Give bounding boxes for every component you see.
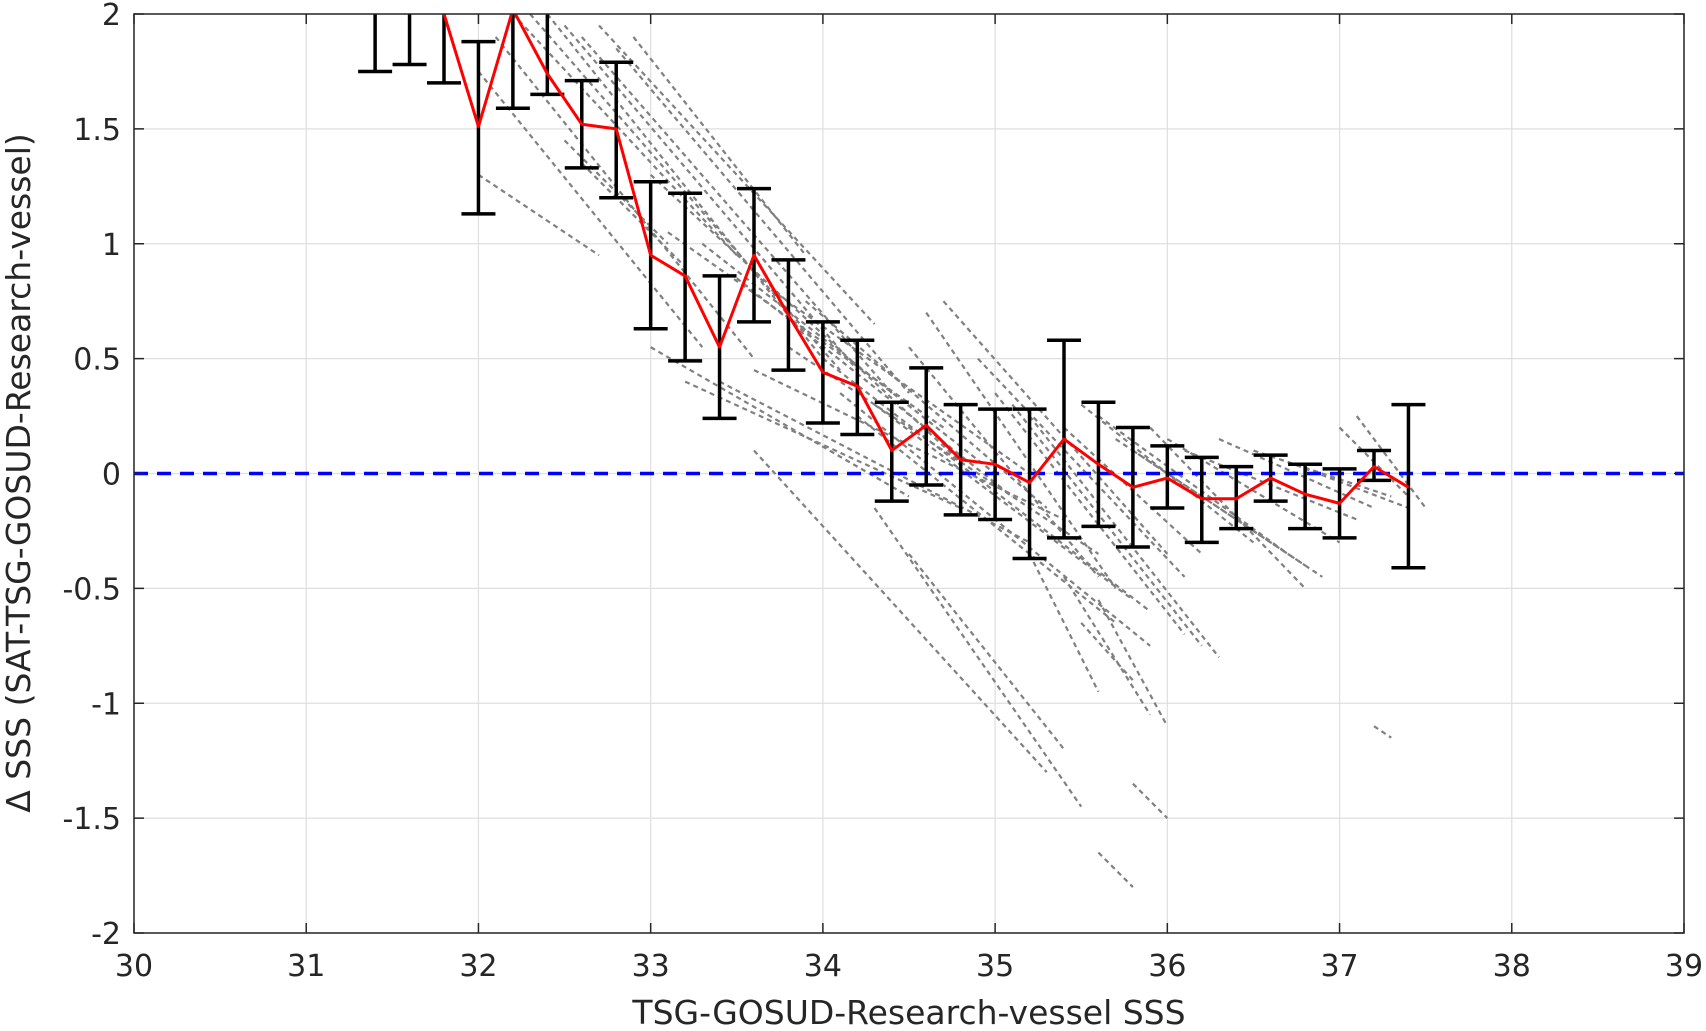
scatter-segment	[1373, 725, 1392, 739]
x-axis-label: TSG-GOSUD-Research-vessel SSS	[631, 993, 1185, 1031]
scatter-segment	[908, 553, 1065, 750]
scatter-segment	[1287, 460, 1409, 509]
x-tick-label: 36	[1148, 949, 1186, 984]
scatter-segment	[1132, 782, 1169, 819]
scatter-segment	[632, 36, 807, 256]
x-tick-label: 30	[115, 949, 153, 984]
y-axis-ticks: 2 1.5 1 0.5 0 -0.5 -1 -1.5 -2	[62, 0, 1684, 952]
scatter-segment	[615, 47, 910, 394]
y-tick-label: 0	[102, 458, 121, 493]
scatter-segment	[1028, 553, 1100, 693]
scatter-segment	[908, 346, 1100, 578]
scatter-segment	[546, 14, 824, 360]
scatter-segment	[650, 346, 910, 498]
scatter-segment	[580, 162, 686, 268]
scatter-segment	[494, 36, 755, 360]
scatter-segment	[512, 14, 738, 256]
scatter-segment	[598, 24, 876, 325]
x-axis-ticks: 30 31 32 33 34 35 36 37 38 39	[115, 14, 1703, 984]
scatter-segment	[684, 380, 962, 509]
x-tick-label: 37	[1320, 949, 1358, 984]
y-tick-label: 0.5	[73, 343, 121, 378]
scatter-segment	[1355, 415, 1427, 509]
scatter-segment	[701, 242, 996, 475]
scatter-segment	[1097, 415, 1289, 555]
scatter-segment	[1097, 851, 1134, 888]
x-tick-label: 32	[459, 949, 497, 984]
scatter-segment	[580, 36, 893, 394]
y-axis-label: Δ SSS (SAT-TSG-GOSUD-Research-vessel)	[0, 133, 38, 813]
y-tick-label: -1.5	[62, 802, 121, 837]
scatter-segment	[1132, 449, 1323, 578]
scatter-segment	[994, 392, 1186, 636]
scatter-segment	[1063, 576, 1152, 716]
y-tick-label: 1	[102, 228, 121, 263]
mean-series-line	[442, 14, 1410, 505]
x-tick-label: 33	[632, 949, 670, 984]
scatter-segment	[753, 449, 1048, 773]
scatter-segment	[719, 380, 1031, 544]
scatter-segment	[1080, 622, 1134, 682]
scatter-segment	[1028, 415, 1220, 658]
y-tick-label: 1.5	[73, 113, 121, 148]
scatter-segment	[873, 507, 1083, 808]
scatter-segment	[925, 312, 1117, 589]
x-tick-label: 34	[804, 949, 842, 984]
x-tick-label: 38	[1493, 949, 1531, 984]
error-bars	[358, 14, 1426, 570]
scatter-segment	[667, 231, 945, 429]
scatter-segment	[1166, 438, 1341, 544]
scatter-segment	[1149, 426, 1306, 590]
y-tick-label: -0.5	[62, 572, 121, 607]
scatter-segment	[942, 300, 1169, 555]
scatter-segment	[770, 288, 1031, 475]
y-tick-label: -2	[91, 917, 121, 952]
x-tick-label: 31	[287, 949, 325, 984]
scatter-segment	[787, 346, 1100, 555]
scatter-segment	[753, 369, 1065, 521]
scatter-segment	[822, 357, 1151, 613]
y-tick-label: 2	[102, 0, 121, 33]
x-tick-label: 35	[976, 949, 1014, 984]
mean-line	[442, 14, 1410, 505]
scatter-segment	[477, 173, 600, 257]
scatter-segment	[1097, 599, 1169, 727]
scatter-segment	[563, 24, 859, 371]
scatter-segment	[1115, 438, 1306, 567]
scatter-segments	[477, 14, 1427, 888]
x-tick-label: 39	[1665, 949, 1703, 984]
y-tick-label: -1	[91, 687, 121, 722]
scatter-segment	[1253, 449, 1392, 498]
scatter-segment	[804, 300, 1048, 509]
